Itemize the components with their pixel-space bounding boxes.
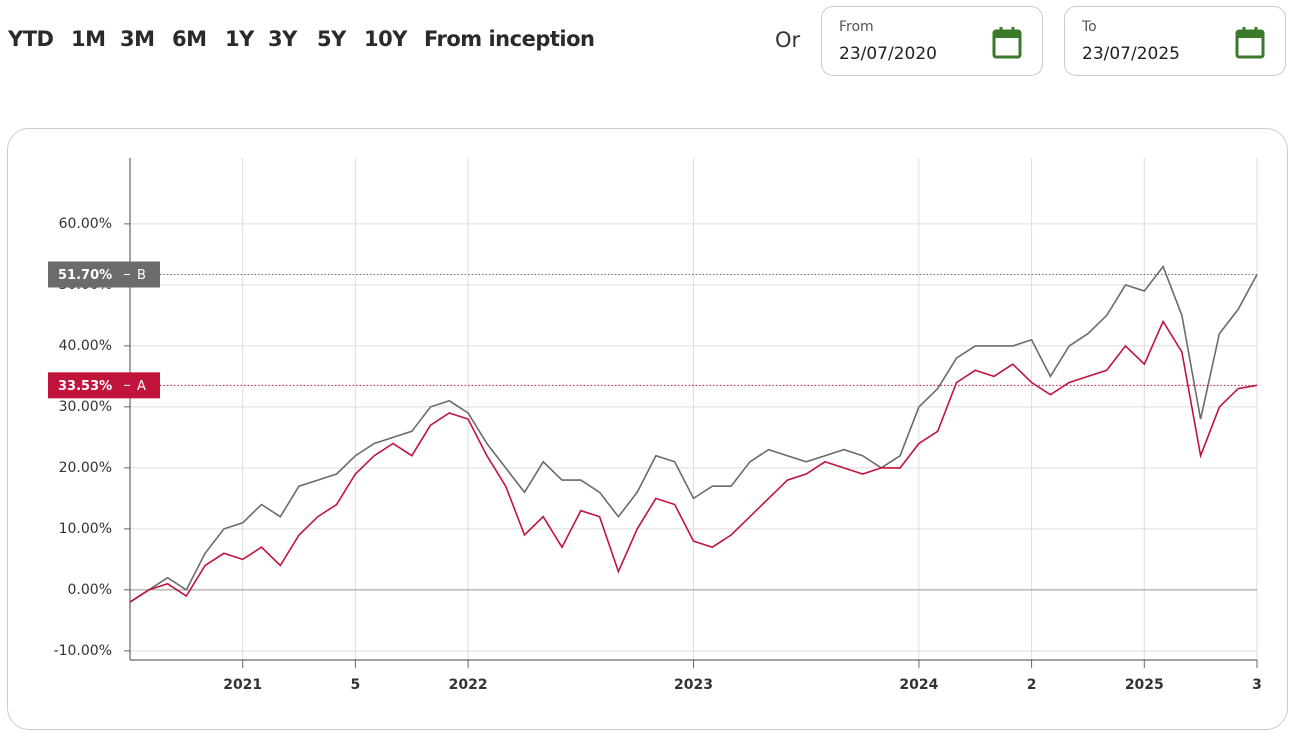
period-button[interactable]: From inception [424,27,595,51]
chart-card [7,128,1288,730]
x-tick-label: 2 [1027,677,1037,693]
y-tick-label: 30.00% [59,399,112,415]
to-value: 23/07/2025 [1082,44,1180,64]
period-button[interactable]: 6M [172,27,207,51]
y-tick-label: 10.00% [59,521,112,537]
period-button[interactable]: 3Y [268,27,297,51]
flag-value: 33.53% [58,379,112,394]
x-tick-label: 2023 [674,677,713,693]
from-value: 23/07/2020 [839,44,937,64]
or-label: Or [775,28,801,52]
y-tick-label: 60.00% [59,216,112,232]
calendar-icon[interactable] [992,27,1022,59]
y-tick-label: 0.00% [68,582,112,598]
series-line [129,264,1258,603]
to-date[interactable]: To 23/07/2025 [1064,6,1286,76]
last-value-flag [48,261,160,288]
x-tick-label: 2021 [223,677,262,693]
period-button[interactable]: YTD [8,27,54,51]
from-date[interactable]: From 23/07/2020 [821,6,1043,76]
x-tick-label: 3 [1252,677,1262,693]
to-label: To [1082,19,1097,35]
last-value-flag [48,372,160,399]
period-button[interactable]: 10Y [364,27,407,51]
from-label: From [839,19,874,35]
period-button[interactable]: 1Y [225,27,254,51]
calendar-icon[interactable] [1235,27,1265,59]
x-tick-label: 2025 [1125,677,1164,693]
x-tick-label: 2024 [899,677,938,693]
flag-name: A [137,379,146,394]
x-tick-label: 2022 [449,677,488,693]
y-tick-label: 20.00% [59,460,112,476]
period-button[interactable]: 5Y [317,27,346,51]
period-button[interactable]: 3M [120,27,155,51]
y-tick-label: -10.00% [54,643,112,659]
flag-name: B [137,268,146,283]
x-tick-label: 5 [351,677,361,693]
series-line [129,319,1258,603]
flag-value: 51.70% [58,268,112,283]
y-tick-label: 40.00% [59,338,112,354]
period-button[interactable]: 1M [71,27,106,51]
